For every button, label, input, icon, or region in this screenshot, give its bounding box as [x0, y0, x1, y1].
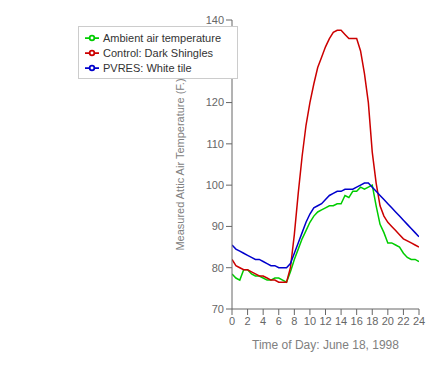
- svg-text:100: 100: [206, 179, 224, 191]
- html-text:Control: Dark Shingles: Control: Dark Shingles: [103, 47, 214, 59]
- svg-text:70: 70: [212, 303, 224, 315]
- svg-text:24: 24: [413, 315, 425, 327]
- svg-text:20: 20: [382, 315, 394, 327]
- svg-text:2: 2: [245, 315, 251, 327]
- svg-text:110: 110: [206, 138, 224, 150]
- svg-text:14: 14: [335, 315, 347, 327]
- svg-text:10: 10: [304, 315, 316, 327]
- svg-text:12: 12: [319, 315, 331, 327]
- svg-text:80: 80: [212, 262, 224, 274]
- html-text:PVRES: White tile: PVRES: White tile: [103, 62, 192, 74]
- svg-text:8: 8: [291, 315, 297, 327]
- html-text:Ambient air temperature: Ambient air temperature: [103, 32, 221, 44]
- svg-text:Measured Attic Air Temperature: Measured Attic Air Temperature (F.): [174, 78, 186, 250]
- svg-text:130: 130: [206, 55, 224, 67]
- svg-text:0: 0: [229, 315, 235, 327]
- svg-text:22: 22: [397, 315, 409, 327]
- svg-text:16: 16: [351, 315, 363, 327]
- svg-text:90: 90: [212, 220, 224, 232]
- svg-text:Time of Day: June 18, 1998: Time of Day: June 18, 1998: [252, 338, 399, 352]
- svg-text:120: 120: [206, 96, 224, 108]
- svg-text:4: 4: [260, 315, 266, 327]
- svg-text:18: 18: [366, 315, 378, 327]
- svg-text:140: 140: [206, 14, 224, 26]
- svg-text:6: 6: [276, 315, 282, 327]
